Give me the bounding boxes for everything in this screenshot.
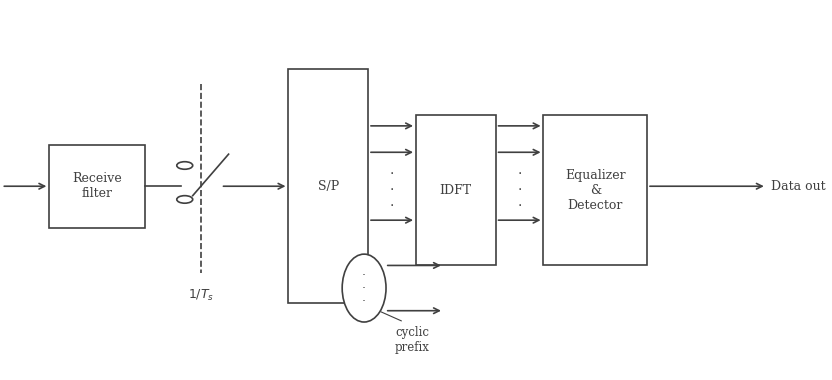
Text: $1/T_s$: $1/T_s$ [187,288,214,303]
FancyBboxPatch shape [416,114,496,266]
Text: Receive
filter: Receive filter [72,172,122,200]
FancyBboxPatch shape [543,114,647,266]
Text: Equalizer
&
Detector: Equalizer & Detector [565,168,626,212]
Text: ·
·
·: · · · [362,269,366,307]
FancyBboxPatch shape [49,145,145,228]
Ellipse shape [342,254,386,322]
Text: ·
·
·: · · · [390,167,394,213]
Text: ·
·
·: · · · [518,167,522,213]
Circle shape [176,162,193,169]
FancyBboxPatch shape [289,69,368,303]
Text: Data out: Data out [770,180,825,193]
Text: IDFT: IDFT [439,184,472,196]
Text: cyclic
prefix: cyclic prefix [394,326,429,354]
Circle shape [176,196,193,203]
Text: S/P: S/P [318,180,339,193]
